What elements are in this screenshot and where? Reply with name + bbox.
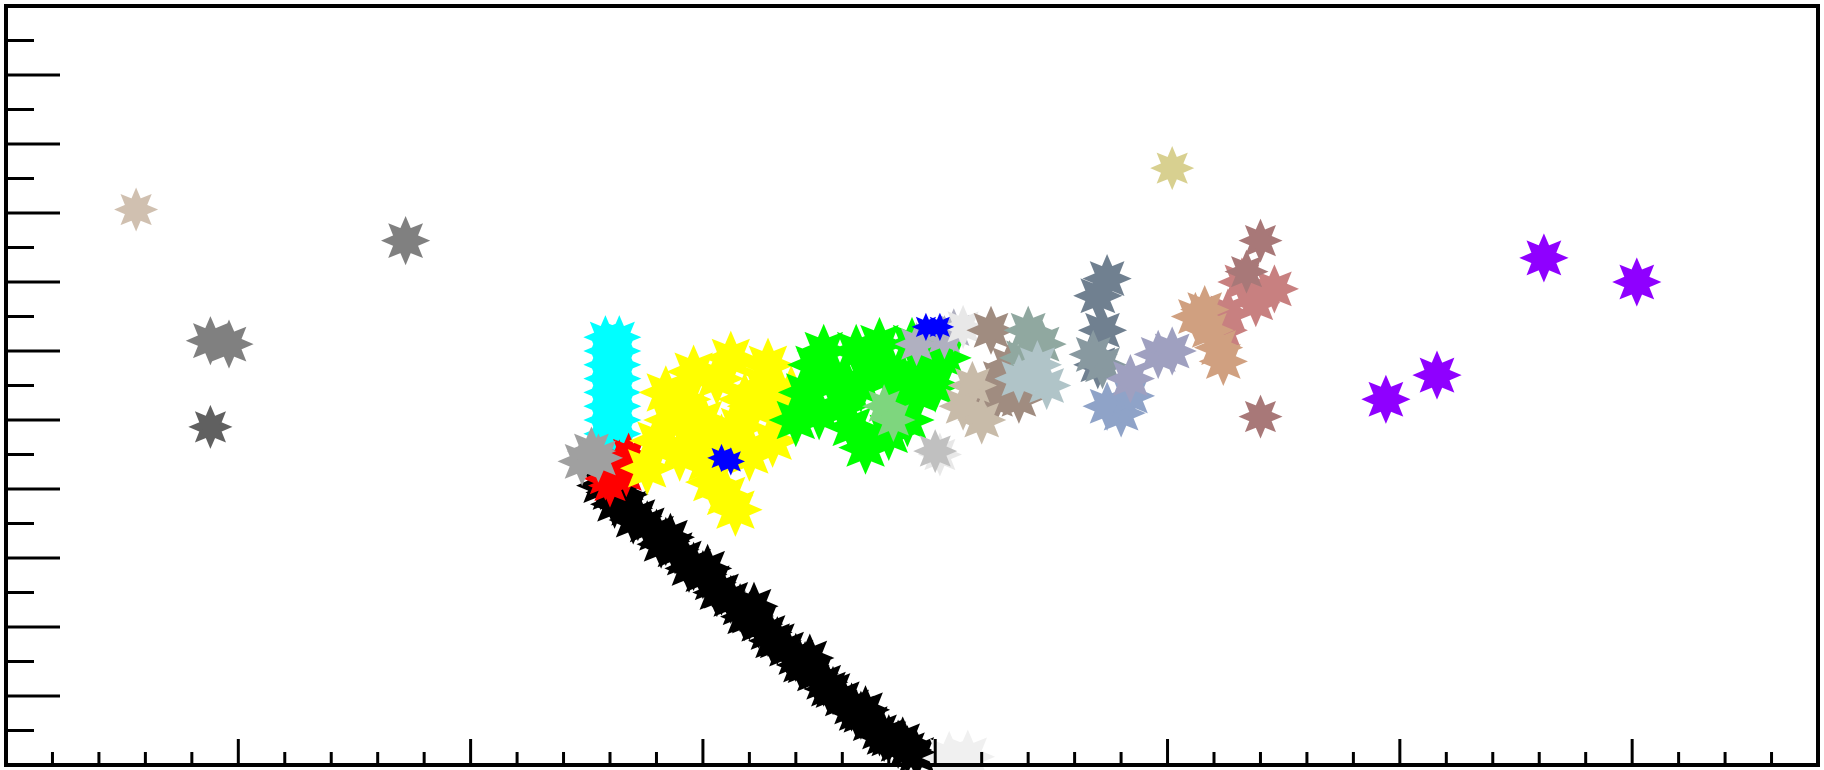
data-point (1068, 329, 1118, 380)
data-point (1073, 271, 1123, 321)
data-point (828, 323, 884, 379)
series-26 (707, 312, 955, 476)
series-9 (913, 429, 958, 474)
data-point (708, 482, 763, 537)
data-point (785, 633, 835, 683)
data-point (1224, 249, 1269, 294)
data-point (652, 427, 707, 482)
data-point (871, 397, 916, 443)
series-15 (1068, 329, 1128, 390)
series-23 (114, 187, 159, 232)
data-point (666, 344, 721, 399)
data-point (716, 447, 745, 476)
series-17 (1105, 326, 1197, 404)
series-24 (185, 215, 431, 369)
data-point (925, 312, 955, 342)
data-point (994, 353, 1044, 404)
series-3 (557, 426, 624, 486)
data-point (940, 729, 996, 770)
data-point (748, 616, 798, 666)
data-point (1180, 285, 1230, 335)
data-point (1249, 264, 1299, 314)
data-point (878, 716, 928, 766)
data-point (819, 358, 875, 413)
axes (4, 4, 1820, 767)
data-point (913, 429, 958, 474)
data-point (573, 433, 624, 483)
data-point (638, 365, 694, 420)
data-point (717, 372, 772, 427)
data-point (1612, 257, 1662, 307)
series-6 (862, 384, 916, 443)
data-point (966, 305, 1016, 355)
data-point (941, 304, 986, 349)
series-20 (1170, 285, 1248, 387)
data-point (1147, 326, 1197, 376)
data-point (188, 404, 233, 449)
data-point (645, 512, 695, 562)
data-point (1198, 336, 1248, 387)
series-21 (1224, 218, 1283, 439)
series-4 (619, 330, 819, 537)
data-point (703, 330, 759, 386)
data-point (1238, 394, 1283, 439)
series-22 (1361, 233, 1662, 424)
series-0 (576, 461, 942, 770)
data-point (204, 319, 254, 369)
data-point (803, 664, 854, 714)
data-point (840, 685, 891, 735)
data-point (957, 395, 1007, 445)
series-13 (994, 340, 1072, 411)
data-point (682, 543, 733, 593)
data-point (1361, 374, 1411, 424)
series-11 (938, 360, 1007, 445)
data-point (729, 581, 779, 631)
series-25 (188, 404, 233, 449)
series-18 (1150, 146, 1195, 191)
data-point (1412, 350, 1462, 400)
data-point (381, 215, 431, 266)
data-point (1150, 146, 1195, 191)
data-point (1519, 233, 1569, 283)
data-point (875, 351, 930, 406)
data-point (114, 187, 159, 232)
data-marks (114, 146, 1662, 770)
